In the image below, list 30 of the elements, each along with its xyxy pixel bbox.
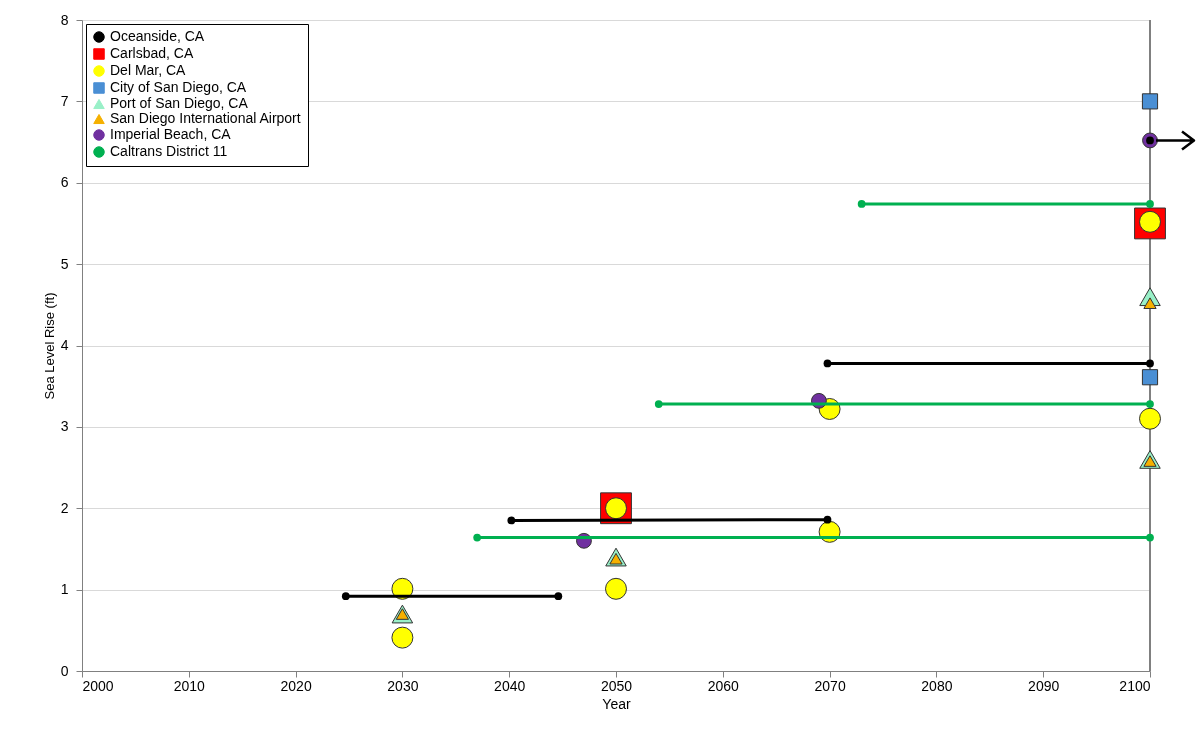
x-tick-label: 2070 [814, 677, 846, 694]
y-tick-label: 8 [60, 11, 69, 28]
y-axis-title: Sea Level Rise (ft) [41, 292, 57, 400]
y-tick-label: 1 [60, 581, 69, 598]
legend-label: Port of San Diego, CA [110, 95, 249, 111]
x-tick-label: 2090 [1028, 677, 1060, 694]
legend-label: San Diego International Airport [110, 110, 301, 126]
y-tick-label: 6 [60, 174, 69, 191]
legend-label: Imperial Beach, CA [110, 126, 232, 142]
legend-label: Carlsbad, CA [110, 45, 194, 61]
x-tick-label: 2040 [494, 677, 526, 694]
y-tick-label: 2 [60, 499, 69, 516]
y-tick-label: 0 [60, 662, 69, 679]
y-tick-label: 3 [60, 418, 69, 435]
legend-label: Caltrans District 11 [110, 143, 228, 159]
x-tick-label: 2020 [280, 677, 312, 694]
y-tick-label: 7 [60, 92, 69, 109]
legend-label: Oceanside, CA [110, 28, 205, 44]
x-tick-label: 2050 [600, 677, 633, 694]
x-tick-label: 2100 [1119, 677, 1151, 694]
x-tick-label: 2080 [921, 677, 953, 694]
x-tick-label: 2060 [707, 677, 740, 694]
y-tick-label: 4 [60, 337, 69, 353]
y-tick-label: 5 [60, 255, 69, 272]
x-tick-label: 2000 [82, 677, 114, 694]
legend-label: City of San Diego, CA [110, 79, 247, 95]
x-tick-label: 2010 [173, 677, 206, 694]
x-tick-label: 2030 [387, 677, 419, 694]
x-axis-title: Year [602, 695, 631, 712]
legend-label: Del Mar, CA [110, 62, 187, 78]
